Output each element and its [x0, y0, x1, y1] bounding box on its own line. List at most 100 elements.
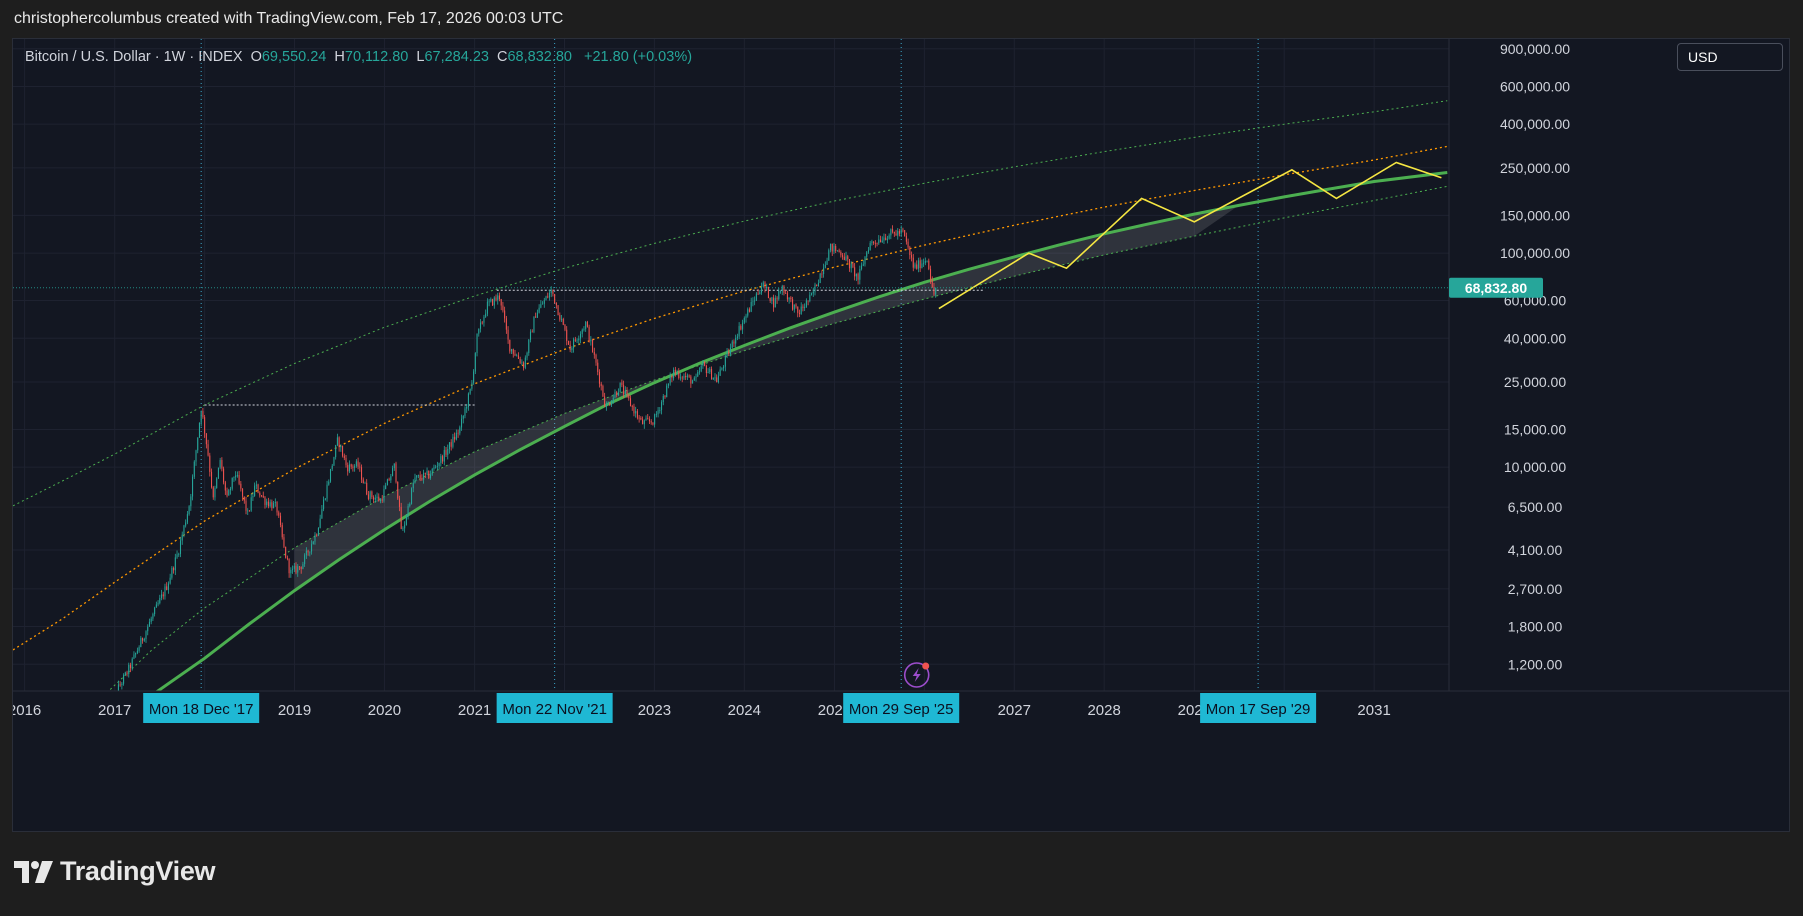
candle-body	[321, 509, 323, 519]
candle-body	[481, 322, 483, 324]
candle-body	[723, 366, 725, 369]
candle-body	[666, 385, 668, 398]
candle-body	[348, 464, 350, 472]
candle-body	[800, 306, 802, 315]
candle-body	[711, 368, 713, 380]
marker-date-label: Mon 22 Nov '21	[502, 701, 607, 718]
candle-body	[900, 229, 902, 234]
candle-body	[204, 417, 206, 434]
candle-body	[247, 510, 249, 512]
candle-body	[874, 242, 876, 244]
candle-body	[154, 607, 156, 614]
symbol-legend: Bitcoin / U.S. Dollar · 1W · INDEX O69,5…	[25, 49, 692, 65]
candle-body	[450, 442, 452, 447]
candle-body	[276, 502, 278, 513]
candle-body	[783, 286, 785, 294]
candle-body	[248, 510, 250, 512]
candle-body	[852, 263, 854, 268]
candle-body	[769, 297, 771, 301]
candle-body	[452, 436, 454, 447]
candle-body	[695, 376, 697, 378]
chart-panel[interactable]: 900,000.00 600,000.00 400,000.00 250,000.00…	[12, 38, 1790, 832]
candle-body	[343, 455, 345, 459]
candle-body	[650, 421, 652, 423]
candle-body	[519, 358, 521, 363]
candle-body	[790, 297, 792, 300]
candle-body	[512, 349, 514, 354]
candle-body	[867, 250, 869, 253]
candle-body	[655, 414, 657, 416]
candle-body	[629, 398, 632, 407]
candle-body	[585, 321, 587, 329]
candle-body	[916, 264, 918, 269]
candle-body	[193, 461, 195, 477]
candle-body	[166, 586, 168, 590]
candle-body	[228, 490, 230, 496]
candle-body	[685, 375, 687, 378]
candle-body	[257, 484, 259, 493]
candle-body	[373, 497, 375, 500]
candle-body	[486, 301, 488, 314]
time-tick-label: 2020	[368, 702, 401, 719]
candle-body	[473, 371, 475, 383]
candle-body	[317, 527, 319, 536]
candle-body	[667, 383, 669, 386]
candle-body	[574, 339, 576, 341]
candle-body	[164, 586, 166, 597]
candle-body	[224, 482, 226, 491]
candle-body	[693, 377, 695, 381]
candle-body	[855, 273, 857, 277]
alert-icon-bolt	[912, 668, 921, 682]
candle-body	[704, 362, 706, 366]
time-axis[interactable]: 2016201720182019202020212022202320242025…	[13, 690, 1790, 832]
candle-body	[229, 488, 232, 491]
candle-body	[167, 583, 169, 590]
currency-selector[interactable]: USD	[1677, 43, 1783, 71]
low-key: L	[416, 49, 425, 65]
candle-body	[602, 386, 604, 397]
candle-body	[621, 382, 623, 386]
candle-body	[255, 484, 257, 486]
candle-body	[616, 392, 618, 396]
candle-body	[426, 470, 428, 474]
candle-body	[316, 534, 318, 536]
candle-body	[157, 603, 159, 605]
high-value: 70,112.80	[344, 49, 409, 65]
candle-body	[245, 500, 247, 511]
candle-body	[673, 369, 675, 379]
candle-body	[242, 488, 244, 497]
candle-body	[647, 418, 649, 420]
candle-body	[785, 293, 787, 294]
candle-body	[609, 403, 611, 406]
candle-body	[898, 231, 901, 234]
candle-body	[678, 372, 680, 378]
price-chart[interactable]: 900,000.00 600,000.00 400,000.00 250,000.00…	[13, 39, 1790, 832]
candle-body	[778, 291, 780, 300]
candle-body	[879, 239, 882, 243]
price-tick-label: 100,000.00	[1500, 245, 1570, 261]
candle-body	[395, 463, 397, 482]
candle-body	[907, 241, 909, 248]
candle-body	[238, 474, 240, 484]
candle-body	[583, 328, 585, 330]
candle-body	[243, 496, 245, 501]
candle-body	[529, 331, 532, 340]
alert-icon[interactable]	[903, 662, 930, 688]
projection-line	[938, 161, 1442, 310]
candle-body	[383, 489, 385, 501]
candle-body	[378, 496, 380, 502]
candle-body	[402, 528, 404, 530]
candle-body	[240, 483, 242, 489]
symbol-title: Bitcoin / U.S. Dollar · 1W · INDEX	[25, 49, 243, 65]
candle-body	[576, 340, 578, 342]
candle-body	[336, 437, 338, 446]
candle-body	[733, 341, 735, 344]
candle-body	[698, 371, 701, 373]
candle-body	[850, 263, 852, 269]
candle-body	[716, 377, 718, 383]
candle-body	[707, 372, 709, 374]
candle-body	[659, 410, 661, 411]
candle-body	[721, 368, 723, 370]
candle-body	[500, 299, 502, 306]
candle-body	[455, 432, 457, 440]
